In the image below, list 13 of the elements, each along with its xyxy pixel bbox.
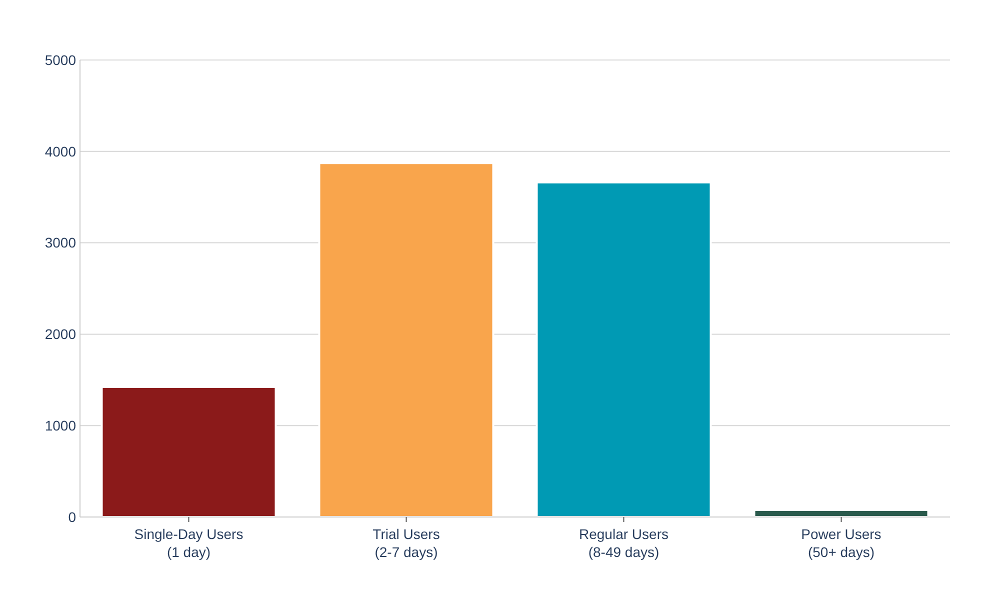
x-tick-label: Trial Users (2-7 days) <box>372 526 440 560</box>
y-tick-label: 2000 <box>44 326 76 342</box>
y-tick-label: 0 <box>68 508 76 525</box>
y-tick-label: 4000 <box>44 143 76 160</box>
bar <box>536 181 712 518</box>
y-tick-label: 3000 <box>44 234 76 251</box>
bar <box>100 386 277 518</box>
x-tick-label: Single-Day Users (1 day) <box>134 526 244 560</box>
y-tick-label: 5000 <box>44 52 76 68</box>
y-tick-label: 1000 <box>44 418 76 434</box>
x-tick-label: Power Users (50+ days) <box>801 526 882 560</box>
bar <box>318 162 494 518</box>
x-tick-label: Regular Users (8-49 days) <box>579 526 668 560</box>
